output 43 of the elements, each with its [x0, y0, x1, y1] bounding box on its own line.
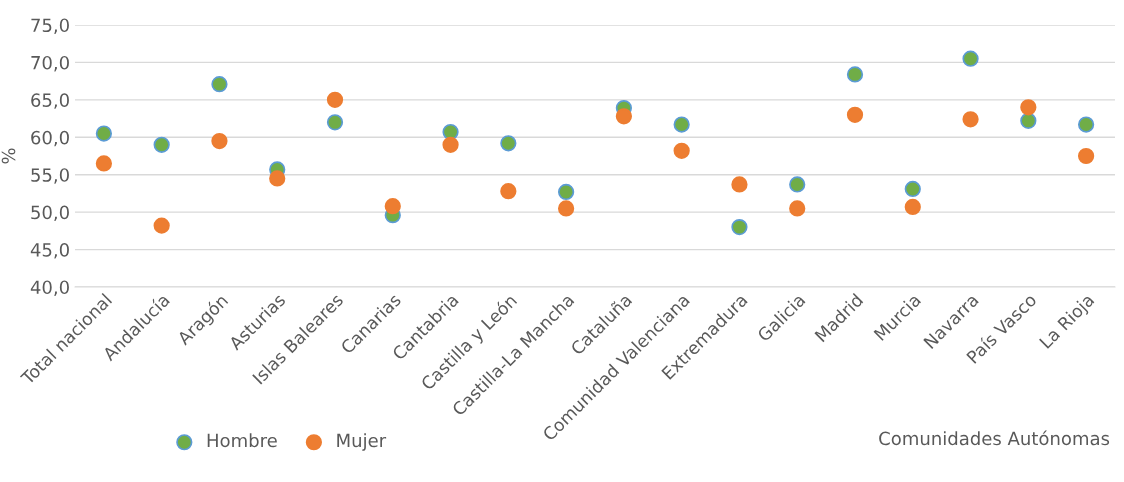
point [442, 136, 459, 153]
point [211, 76, 228, 93]
point [846, 66, 864, 83]
point [962, 50, 979, 67]
point [846, 106, 864, 123]
y-tick-label: 55,0 [31, 168, 69, 184]
point [673, 142, 690, 159]
legend-label: Mujer [337, 433, 387, 451]
point [153, 217, 170, 234]
y-tick-label: 75,0 [31, 18, 69, 34]
y-tick-label: 45,0 [30, 243, 69, 259]
legend-label: Hombre [207, 433, 277, 448]
point [789, 200, 806, 217]
point [153, 136, 170, 153]
point [269, 170, 286, 187]
y-tick-label: 50,0 [31, 205, 69, 222]
point [1020, 99, 1037, 116]
point [904, 180, 921, 198]
x-axis-title: Comunidades Autónomas [879, 430, 1110, 446]
y-axis-title: % [1, 148, 16, 164]
point [1020, 112, 1037, 129]
point [95, 125, 113, 142]
point [557, 183, 575, 201]
y-tick-label: 70,0 [31, 55, 69, 72]
point [326, 91, 344, 108]
point [731, 218, 748, 236]
point [962, 111, 979, 128]
y-tick-label: 60,0 [31, 130, 69, 147]
point [904, 198, 921, 216]
point [500, 183, 517, 200]
point [1077, 147, 1095, 165]
point [326, 114, 344, 131]
point [95, 155, 113, 172]
point [1077, 116, 1095, 133]
point [557, 200, 575, 217]
y-tick-label: 65,0 [31, 93, 69, 109]
point [615, 108, 633, 125]
point [384, 198, 401, 215]
point [211, 132, 228, 150]
point [789, 176, 806, 193]
point [500, 135, 517, 152]
point [673, 116, 690, 133]
point [731, 176, 748, 193]
